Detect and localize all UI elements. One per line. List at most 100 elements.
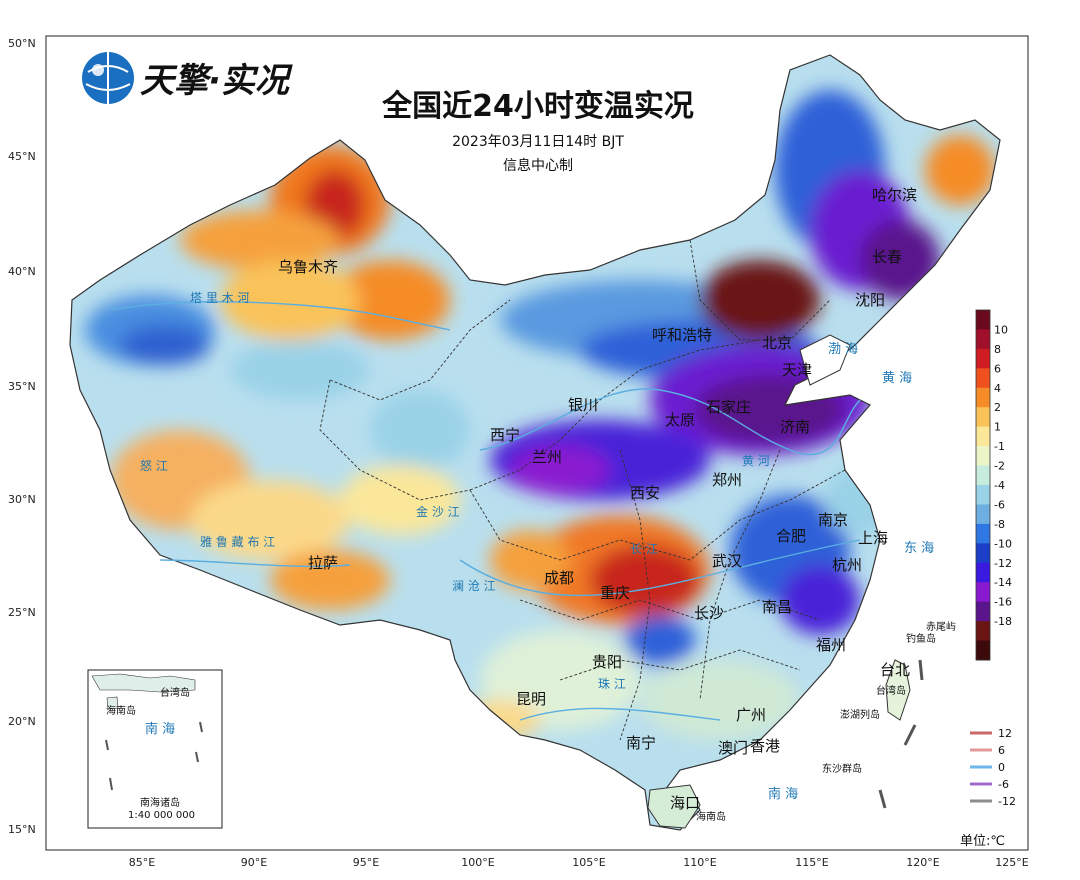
lat-label-35: 35°N	[8, 380, 36, 393]
city-haikou: 海口	[670, 794, 700, 812]
city-xianggang: 香港	[750, 737, 780, 755]
colorbar: 10 8 6 4 2 1 -1 -2 -4 -6 -8 -10 -12 -14 -16 -18	[975, 309, 1012, 661]
colorbar-label: 1	[994, 421, 1001, 434]
sea-nanhai: 南 海	[768, 786, 798, 802]
inset-hainan: 海南岛	[106, 704, 136, 717]
city-nanchang: 南昌	[762, 598, 792, 616]
island-diaoyu: 钓鱼岛	[906, 632, 936, 645]
contour-legend-label: 0	[998, 761, 1005, 774]
city-wuhan: 武汉	[712, 552, 742, 570]
taiwan-island	[885, 659, 911, 721]
city-hefei: 合肥	[776, 527, 806, 545]
colorbar-label: -1	[994, 440, 1005, 453]
city-beijing: 北京	[762, 334, 792, 352]
contour-legend-label: -6	[998, 778, 1009, 791]
city-jinan: 济南	[780, 418, 810, 436]
lon-label-120: 120°E	[906, 856, 939, 869]
city-haerbin: 哈尔滨	[872, 186, 917, 204]
colorbar-swatch	[976, 523, 990, 544]
map-producer: 信息中心制	[503, 157, 573, 174]
lon-label-125: 125°E	[995, 856, 1028, 869]
lat-label-30: 30°N	[8, 493, 36, 506]
river-lancang: 澜 沧 江	[452, 578, 496, 593]
city-changsha: 长沙	[694, 604, 724, 622]
city-taiyuan: 太原	[665, 411, 695, 429]
city-changchun: 长春	[872, 248, 902, 266]
city-nanjing: 南京	[818, 511, 848, 529]
colorbar-swatch	[976, 582, 990, 603]
island-labels: 赤尾屿 钓鱼岛 台湾岛 澎湖列岛 东沙群岛 海南岛	[696, 621, 956, 823]
inset-sea-nanhai: 南 海	[145, 721, 175, 737]
colorbar-swatch	[976, 368, 990, 389]
city-labels: 乌鲁木齐 哈尔滨 长春 沈阳 呼和浩特 北京 天津 石家庄 太原 济南 银川 西…	[278, 186, 917, 812]
inset-scale: 1:40 000 000	[128, 810, 195, 821]
contour-legend-label: 6	[998, 744, 1005, 757]
colorbar-swatch	[976, 310, 990, 330]
lon-label-90: 90°E	[241, 856, 267, 869]
colorbar-swatch	[976, 621, 990, 642]
lat-label-45: 45°N	[8, 150, 36, 163]
lat-label-20: 20°N	[8, 715, 36, 728]
logo-text: 天擎·实况	[140, 61, 293, 101]
island-hainan: 海南岛	[696, 810, 726, 823]
city-chongqing: 重庆	[600, 584, 630, 602]
colorbar-label: 6	[994, 362, 1001, 375]
lon-label-110: 110°E	[683, 856, 716, 869]
contour-legend-label: -12	[998, 795, 1016, 808]
city-shenyang: 沈阳	[855, 291, 885, 309]
unit-label: 单位:℃	[960, 834, 1005, 849]
nanhai-inset: 台湾岛 海南岛 南 海 南海诸岛 1:40 000 000	[87, 669, 223, 829]
city-zhengzhou: 郑州	[712, 471, 742, 489]
logo: 天擎·实况	[82, 52, 293, 104]
colorbar-swatch	[976, 504, 990, 525]
colorbar-label: -18	[994, 615, 1012, 628]
colorbar-label: 10	[994, 323, 1008, 336]
city-nanning: 南宁	[626, 734, 656, 752]
colorbar-label: -8	[994, 518, 1005, 531]
map-title: 全国近24小时变温实况	[381, 89, 694, 124]
city-xining: 西宁	[490, 426, 520, 444]
colorbar-swatch	[976, 543, 990, 564]
lat-label-25: 25°N	[8, 606, 36, 619]
bohai-coast	[799, 334, 851, 386]
city-chengdu: 成都	[544, 569, 574, 587]
sea-labels: 渤 海 黄 海 东 海 南 海	[768, 341, 934, 802]
hainan-island	[647, 784, 701, 829]
island-chiwei: 赤尾屿	[926, 621, 956, 633]
lon-label-85: 85°E	[129, 856, 155, 869]
china-outline	[69, 54, 1001, 831]
lat-label-15: 15°N	[8, 823, 36, 836]
map-time: 2023年03月11日14时 BJT	[452, 134, 624, 150]
lat-labels: 50°N 45°N 40°N 35°N 30°N 25°N 20°N 15°N	[8, 37, 36, 836]
lon-label-115: 115°E	[795, 856, 828, 869]
city-kunming: 昆明	[516, 690, 546, 708]
inset-nanhai-islands: 南海诸岛	[140, 796, 180, 809]
colorbar-swatch	[976, 485, 990, 505]
lat-label-40: 40°N	[8, 265, 36, 278]
lon-label-100: 100°E	[461, 856, 494, 869]
colorbar-swatch	[976, 387, 990, 408]
colorbar-label: 8	[994, 343, 1001, 356]
city-taibei: 台北	[880, 661, 910, 679]
city-aomen: 澳门	[718, 739, 748, 757]
colorbar-label: 2	[994, 401, 1001, 414]
river-nujiang: 怒 江	[140, 458, 168, 473]
city-hangzhou: 杭州	[832, 556, 862, 574]
city-guiyang: 贵阳	[592, 653, 622, 671]
colorbar-label: -12	[994, 557, 1012, 570]
island-penghu: 澎湖列岛	[840, 708, 880, 721]
city-lanzhou: 兰州	[532, 448, 562, 466]
colorbar-swatch	[976, 407, 990, 428]
island-dongsha: 东沙群岛	[822, 762, 862, 775]
city-yinchuan: 银川	[568, 396, 598, 414]
lon-label-95: 95°E	[353, 856, 379, 869]
colorbar-label: -6	[994, 498, 1005, 511]
colorbar-swatch	[976, 601, 990, 622]
lon-labels: 85°E 90°E 95°E 100°E 105°E 110°E 115°E 1…	[129, 856, 1029, 869]
river-yaluzangbu: 雅 鲁 藏 布 江	[200, 534, 275, 549]
river-labels: 塔 里 木 河 雅 鲁 藏 布 江 怒 江 澜 沧 江 金 沙 江 黄 河 长 …	[140, 291, 770, 691]
lat-label-50: 50°N	[8, 37, 36, 50]
city-guangzhou: 广州	[736, 706, 766, 724]
inset-taiwan: 台湾岛	[160, 686, 190, 699]
